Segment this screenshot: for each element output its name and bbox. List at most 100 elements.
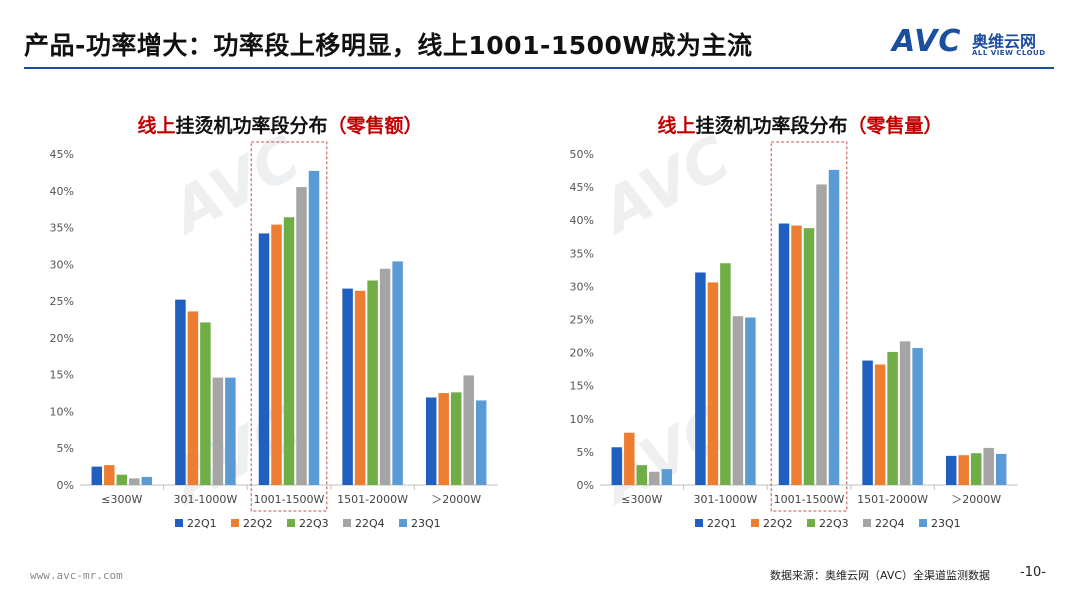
legend-swatch — [863, 519, 871, 527]
chart-title-suffix: （零售额） — [328, 114, 423, 137]
x-tick-label: ＞2000W — [951, 493, 1001, 506]
footer-website[interactable]: www.avc-mr.com — [30, 569, 123, 582]
legend-label: 22Q1 — [187, 517, 217, 530]
legend-swatch — [807, 519, 815, 527]
bar-22q1-4 — [945, 455, 957, 485]
bar-22q2-1 — [187, 311, 199, 485]
y-tick-label: 40% — [570, 214, 594, 227]
bar-22q3-3 — [367, 280, 378, 485]
chart-title-main: 挂烫机功率段分布 — [695, 114, 847, 137]
bar-22q3-4 — [970, 453, 982, 485]
legend-swatch — [175, 519, 183, 527]
bar-22q4-2 — [816, 184, 827, 485]
legend-swatch — [343, 519, 351, 527]
y-tick-label: 5% — [577, 446, 594, 459]
legend-swatch — [919, 519, 927, 527]
bar-22q3-0 — [116, 474, 128, 485]
bar-22q1-2 — [778, 223, 790, 485]
logo-cn-text: 奥维云网 — [972, 32, 1037, 51]
y-tick-label: 5% — [57, 442, 74, 455]
legend-label: 22Q3 — [819, 517, 849, 530]
chart-sales-value: 线上挂烫机功率段分布（零售额） 0% 5% 10% 15% 20% 25% 30% 35% 40%… — [30, 100, 530, 550]
footer-source: 数据来源：奥维云网（AVC）全渠道监测数据 — [770, 569, 991, 582]
bar-22q1-0 — [91, 466, 103, 485]
bar-22q2-4 — [438, 393, 449, 485]
bar-22q2-0 — [104, 465, 115, 485]
y-tick-label: 25% — [570, 314, 594, 327]
bar-22q2-2 — [791, 225, 802, 485]
x-tick-label: ＞2000W — [431, 493, 481, 506]
x-tick-label: 301-1000W — [173, 493, 237, 506]
bar-22q3-3 — [887, 351, 898, 485]
page-number: -10- — [1020, 565, 1046, 580]
y-tick-label: 15% — [50, 369, 74, 382]
bar-22q3-4 — [450, 392, 462, 485]
y-tick-label: 0% — [577, 479, 594, 492]
y-tick-label: 10% — [50, 405, 74, 418]
chart-svg: 线上挂烫机功率段分布（零售额） 0% 5% 10% 15% 20% 25% 30% 35% 40%… — [50, 114, 498, 530]
y-tick-label: 50% — [570, 148, 594, 161]
x-tick-label: 1501-2000W — [337, 493, 408, 506]
bar-22q2-4 — [958, 455, 969, 485]
y-tick-label: 20% — [570, 347, 594, 360]
bar-22q4-1 — [732, 316, 744, 485]
bar-22q2-0 — [624, 432, 635, 485]
bar-22q1-2 — [258, 233, 270, 485]
y-tick-label: 35% — [570, 247, 594, 260]
bar-23q1-0 — [661, 469, 673, 485]
legend-label: 22Q2 — [243, 517, 273, 530]
bar-23q1-3 — [392, 261, 403, 485]
bar-22q3-1 — [200, 322, 211, 485]
chart-svg: 线上挂烫机功率段分布（零售量） 0% 5% 10% 15% 20% 25% 30% 35% 40%… — [570, 114, 1018, 530]
x-tick-label: 1001-1500W — [254, 493, 325, 506]
legend-label: 22Q3 — [299, 517, 329, 530]
y-tick-label: 10% — [570, 413, 594, 426]
y-tick-label: 40% — [50, 185, 74, 198]
chart-sales-volume: 线上挂烫机功率段分布（零售量） 0% 5% 10% 15% 20% 25% 30% 35% 40%… — [550, 100, 1050, 550]
y-tick-label: 35% — [50, 222, 74, 235]
highlight-box — [250, 141, 328, 512]
bar-22q2-2 — [271, 224, 282, 485]
logo-en-text: ALL VIEW CLOUD — [972, 49, 1046, 57]
chart-title-suffix: （零售量） — [848, 114, 943, 137]
bar-22q3-2 — [283, 217, 295, 485]
legend-label: 22Q4 — [355, 517, 385, 530]
x-tick-label: ≤300W — [621, 493, 662, 506]
bar-22q1-0 — [611, 447, 623, 485]
legend-label: 22Q1 — [707, 517, 737, 530]
legend-swatch — [399, 519, 407, 527]
chart-title: 线上挂烫机功率段分布（零售量） — [657, 114, 942, 137]
y-tick-label: 45% — [570, 181, 594, 194]
bar-23q1-3 — [912, 347, 923, 485]
legend-swatch — [287, 519, 295, 527]
chart-title: 线上挂烫机功率段分布（零售额） — [137, 114, 422, 137]
bar-23q1-4 — [995, 453, 1007, 485]
x-tick-label: ≤300W — [101, 493, 142, 506]
bar-22q1-3 — [342, 288, 353, 485]
y-tick-label: 0% — [57, 479, 74, 492]
bar-22q1-1 — [695, 272, 706, 485]
bar-23q1-2 — [308, 170, 320, 485]
bar-22q1-4 — [425, 397, 437, 485]
bar-22q2-1 — [707, 282, 719, 485]
x-tick-label: 301-1000W — [693, 493, 757, 506]
legend-swatch — [231, 519, 239, 527]
bar-22q4-0 — [129, 478, 140, 485]
bar-22q3-2 — [803, 228, 815, 486]
bar-22q2-3 — [354, 290, 366, 485]
bar-22q4-3 — [379, 268, 391, 485]
y-tick-label: 30% — [50, 258, 74, 271]
y-tick-label: 25% — [50, 295, 74, 308]
highlight-box — [770, 141, 848, 512]
header-divider — [24, 67, 1054, 69]
logo-mark: AVC — [892, 24, 962, 59]
y-tick-label: 30% — [570, 280, 594, 293]
page-title: 产品-功率增大：功率段上移明显，线上1001-1500W成为主流 — [24, 31, 753, 60]
legend-swatch — [751, 519, 759, 527]
bar-23q1-2 — [828, 169, 840, 485]
bar-22q1-1 — [175, 299, 186, 485]
bar-22q3-1 — [720, 263, 731, 485]
legend-label: 22Q2 — [763, 517, 793, 530]
y-tick-label: 20% — [50, 332, 74, 345]
bar-23q1-1 — [225, 377, 236, 485]
